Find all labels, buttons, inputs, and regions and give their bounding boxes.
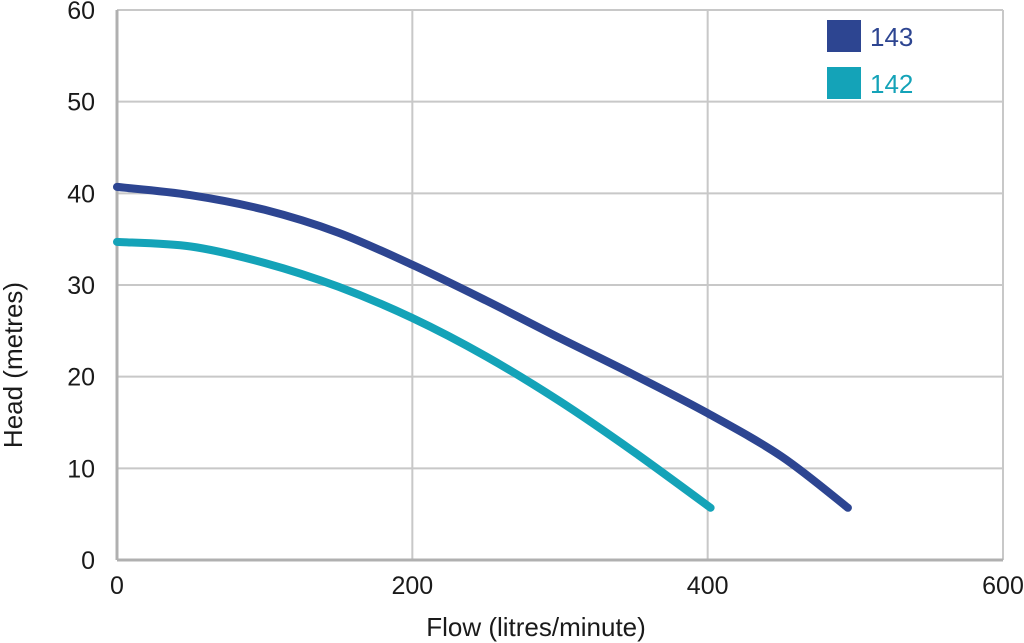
series-line-143 bbox=[113, 182, 852, 512]
y-tick-label: 60 bbox=[67, 0, 95, 25]
y-tick-label: 30 bbox=[67, 272, 95, 300]
x-tick-label: 200 bbox=[391, 572, 433, 600]
series-line-142 bbox=[113, 237, 715, 512]
legend-item-142: 142 bbox=[827, 67, 913, 99]
series-lines bbox=[113, 182, 852, 512]
y-tick-label: 0 bbox=[81, 547, 95, 575]
y-tick-label: 50 bbox=[67, 89, 95, 117]
x-tick-labels: 0 200 400 600 bbox=[110, 572, 1024, 600]
legend-item-143: 143 bbox=[827, 20, 913, 52]
y-tick-labels: 0 10 20 30 40 50 60 bbox=[67, 0, 95, 575]
y-tick-label: 40 bbox=[67, 180, 95, 208]
y-tick-label: 20 bbox=[67, 364, 95, 392]
legend-label: 143 bbox=[870, 22, 913, 52]
gridlines bbox=[117, 9, 1004, 560]
x-tick-label: 600 bbox=[982, 572, 1024, 600]
legend-swatch bbox=[827, 67, 861, 99]
x-axis-label: Flow (litres/minute) bbox=[426, 612, 646, 642]
y-axis-label: Head (metres) bbox=[0, 282, 28, 448]
x-tick-label: 400 bbox=[687, 572, 729, 600]
axes bbox=[115, 10, 1003, 562]
legend-label: 142 bbox=[870, 69, 913, 99]
legend: 143 142 bbox=[827, 20, 913, 99]
x-tick-label: 0 bbox=[110, 572, 124, 600]
legend-swatch bbox=[827, 20, 861, 52]
y-tick-label: 10 bbox=[67, 455, 95, 483]
